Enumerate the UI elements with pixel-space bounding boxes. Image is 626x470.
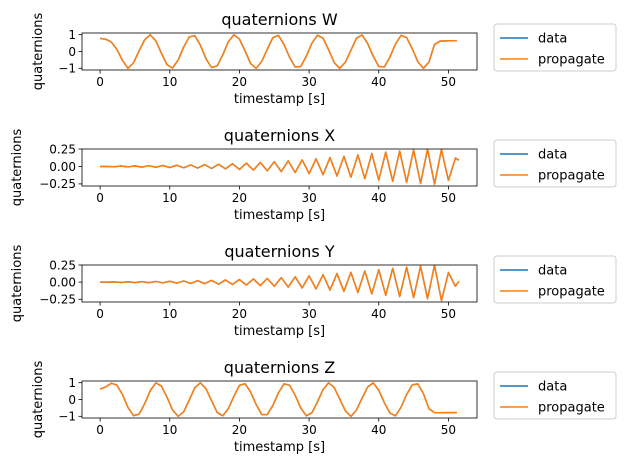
quaternions-x-subplot: quaternions X 0 10 20 30 40 50 −0.25 0.00 0.25 tim… (10, 126, 617, 223)
quaternions-z-xtick-label-30: 30 (301, 423, 316, 437)
quaternions-x-xtick-label-50: 50 (441, 191, 456, 205)
quaternions-z-xtick-label-20: 20 (232, 423, 247, 437)
quaternions-y-title: quaternions Y (224, 242, 334, 261)
quaternions-w-xtick-label-20: 20 (232, 75, 247, 89)
quaternions-z-legend: data propagate (493, 371, 617, 420)
quaternions-w-xtick-label-0: 0 (96, 75, 104, 89)
quaternions-z-xtick-label-0: 0 (96, 423, 104, 437)
quaternions-z-series-propagate (99, 382, 457, 418)
quaternions-w-ytick-label-2: 1 (68, 28, 76, 42)
quaternions-w-series-propagate (99, 34, 457, 70)
quaternions-x-xtick-label-40: 40 (371, 191, 386, 205)
quaternions-x-ytick-label-1: 0.00 (49, 160, 76, 174)
quaternions-x-ylabel: quaternions (10, 129, 25, 207)
quaternions-w-xtick-label-50: 50 (441, 75, 456, 89)
quaternions-y-ytick-label-1: 0.00 (49, 275, 76, 289)
quaternions-w-legend-label-propagate: propagate (538, 53, 605, 68)
quaternions-z-title: quaternions Z (224, 358, 335, 377)
quaternions-x-xtick-label-30: 30 (301, 191, 316, 205)
quaternions-w-legend-label-data: data (538, 32, 567, 47)
quaternions-w-title: quaternions W (221, 10, 337, 29)
quaternions-w-series-data (99, 34, 457, 70)
quaternions-w-xtick-label-30: 30 (301, 75, 316, 89)
quaternions-w-subplot: quaternions W 0 10 20 30 40 50 −1 0 1 timestamp [s… (31, 10, 617, 107)
quaternions-y-ytick-label-0: −0.25 (39, 293, 76, 307)
quaternions-w-ytick-label-0: −1 (58, 62, 76, 76)
quaternions-w-xlabel: timestamp [s] (234, 92, 325, 107)
quaternions-z-subplot: quaternions Z 0 10 20 30 40 50 −1 0 1 timestamp [s… (31, 358, 617, 455)
quaternions-w-ytick-label-1: 0 (68, 45, 76, 59)
quaternions-x-xtick-label-10: 10 (162, 191, 177, 205)
quaternions-y-ylabel: quaternions (10, 245, 25, 323)
quaternions-z-ytick-label-0: −1 (58, 410, 76, 424)
quaternions-y-frame (81, 264, 478, 303)
quaternions-y-xtick-label-50: 50 (441, 307, 456, 321)
quaternions-y-series-propagate (100, 265, 460, 302)
quaternions-w-ylabel: quaternions (31, 13, 46, 91)
quaternions-y-xtick-label-40: 40 (371, 307, 386, 321)
quaternions-z-xtick-label-40: 40 (371, 423, 386, 437)
quaternions-z-ylabel: quaternions (31, 361, 46, 439)
quaternions-w-xtick-label-40: 40 (371, 75, 386, 89)
quaternions-z-legend-label-propagate: propagate (538, 401, 605, 416)
quaternions-y-legend-label-data: data (538, 264, 567, 279)
quaternions-x-series-propagate (100, 149, 460, 185)
quaternions-y-xtick-label-30: 30 (301, 307, 316, 321)
quaternions-x-legend: data propagate (493, 139, 617, 188)
quaternions-x-legend-label-data: data (538, 148, 567, 163)
quaternions-x-frame (81, 148, 478, 187)
quaternions-z-ytick-label-1: 0 (68, 393, 76, 407)
quaternions-z-frame (81, 380, 478, 419)
quaternions-x-xlabel: timestamp [s] (234, 208, 325, 223)
quaternions-y-ytick-label-2: 0.25 (49, 258, 76, 272)
quaternions-x-ytick-label-0: −0.25 (39, 177, 76, 191)
quaternions-z-ytick-label-2: 1 (68, 376, 76, 390)
quaternions-z-xtick-label-50: 50 (441, 423, 456, 437)
quaternions-y-subplot: quaternions Y 0 10 20 30 40 50 −0.25 0.00 0.25 tim… (10, 242, 617, 339)
quaternions-y-legend: data propagate (493, 255, 617, 304)
quaternions-y-xtick-label-20: 20 (232, 307, 247, 321)
quaternions-w-xtick-label-10: 10 (162, 75, 177, 89)
quaternions-z-xtick-label-10: 10 (162, 423, 177, 437)
quaternions-x-title: quaternions X (224, 126, 335, 145)
quaternions-z-series-data (99, 382, 457, 418)
quaternions-x-xtick-label-20: 20 (232, 191, 247, 205)
quaternions-w-frame (81, 32, 478, 71)
quaternions-z-legend-label-data: data (538, 380, 567, 395)
quaternions-y-legend-label-propagate: propagate (538, 285, 605, 300)
quaternions-w-legend: data propagate (493, 23, 617, 72)
quaternions-x-xtick-label-0: 0 (96, 191, 104, 205)
quaternions-z-xlabel: timestamp [s] (234, 440, 325, 455)
quaternions-x-ytick-label-2: 0.25 (49, 142, 76, 156)
quaternions-x-legend-label-propagate: propagate (538, 169, 605, 184)
quaternions-y-xtick-label-0: 0 (96, 307, 104, 321)
quaternions-y-xtick-label-10: 10 (162, 307, 177, 321)
quaternions-y-xlabel: timestamp [s] (234, 324, 325, 339)
